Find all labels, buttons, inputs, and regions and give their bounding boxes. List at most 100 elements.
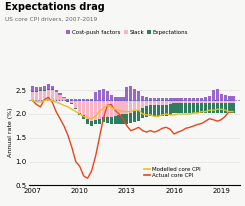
Bar	[94, 101, 97, 120]
Bar	[141, 101, 144, 108]
Bar	[161, 101, 164, 105]
Bar	[184, 98, 187, 101]
Bar	[74, 101, 77, 108]
Bar	[137, 101, 140, 110]
Bar	[149, 105, 152, 116]
Bar	[224, 103, 227, 112]
Bar	[102, 101, 105, 117]
Bar	[106, 91, 109, 101]
Bar	[141, 108, 144, 118]
Bar	[216, 89, 219, 101]
Bar	[102, 117, 105, 122]
Bar	[129, 101, 132, 112]
Bar	[145, 101, 148, 106]
Bar	[220, 94, 223, 101]
Bar	[145, 97, 148, 101]
Bar	[86, 99, 89, 101]
Bar	[184, 103, 187, 112]
Bar	[43, 91, 46, 101]
Bar	[133, 89, 136, 101]
Bar	[55, 92, 58, 101]
Bar	[196, 98, 199, 101]
Bar	[35, 92, 38, 101]
Bar	[66, 99, 70, 101]
Bar	[172, 103, 176, 112]
Bar	[66, 101, 70, 102]
Bar	[43, 90, 46, 91]
Bar	[113, 101, 117, 116]
Bar	[86, 119, 89, 124]
Bar	[192, 103, 195, 112]
Bar	[70, 101, 74, 103]
Bar	[188, 101, 191, 103]
Bar	[220, 101, 223, 103]
Bar	[39, 90, 42, 91]
Bar	[98, 101, 101, 119]
Bar	[165, 98, 168, 101]
Bar	[204, 101, 207, 103]
Bar	[31, 91, 34, 92]
Bar	[169, 98, 172, 101]
Bar	[106, 101, 109, 117]
Bar	[224, 95, 227, 101]
Bar	[196, 101, 199, 103]
Bar	[62, 98, 66, 101]
Bar	[82, 101, 85, 115]
Bar	[94, 120, 97, 124]
Bar	[176, 98, 180, 101]
Bar	[102, 89, 105, 101]
Bar	[192, 98, 195, 101]
Bar	[74, 99, 77, 101]
Bar	[59, 95, 62, 101]
Bar	[204, 103, 207, 112]
Legend: Cost-push factors, Slack, Expectations: Cost-push factors, Slack, Expectations	[66, 29, 188, 35]
Bar	[157, 105, 160, 116]
Bar	[43, 86, 46, 91]
Bar	[121, 97, 124, 101]
Bar	[232, 103, 235, 112]
Bar	[90, 99, 93, 101]
Bar	[129, 112, 132, 123]
Bar	[200, 103, 203, 112]
Legend: Modelled core CPI, Actual core CPI: Modelled core CPI, Actual core CPI	[142, 164, 203, 180]
Bar	[78, 101, 81, 112]
Bar	[47, 84, 50, 90]
Bar	[137, 91, 140, 101]
Bar	[208, 101, 211, 103]
Bar	[70, 103, 74, 104]
Bar	[110, 117, 113, 124]
Text: US core CPI drivers, 2007-2019: US core CPI drivers, 2007-2019	[5, 16, 97, 21]
Bar	[192, 101, 195, 103]
Bar	[169, 101, 172, 104]
Bar	[149, 98, 152, 101]
Bar	[153, 98, 156, 101]
Bar	[180, 98, 184, 101]
Bar	[133, 111, 136, 122]
Bar	[232, 101, 235, 103]
Bar	[165, 105, 168, 116]
Bar	[98, 90, 101, 101]
Bar	[153, 101, 156, 105]
Bar	[153, 105, 156, 116]
Bar	[200, 101, 203, 103]
Bar	[216, 101, 219, 103]
Bar	[59, 92, 62, 95]
Bar	[90, 101, 93, 121]
Bar	[117, 101, 121, 115]
Bar	[74, 108, 77, 109]
Bar	[113, 116, 117, 124]
Bar	[39, 87, 42, 91]
Bar	[172, 98, 176, 101]
Bar	[98, 119, 101, 124]
Bar	[232, 96, 235, 101]
Bar	[180, 103, 184, 112]
Bar	[216, 103, 219, 112]
Bar	[121, 114, 124, 124]
Bar	[62, 97, 66, 98]
Bar	[208, 96, 211, 101]
Bar	[86, 101, 89, 119]
Bar	[157, 98, 160, 101]
Bar	[228, 101, 231, 103]
Bar	[200, 98, 203, 101]
Bar	[204, 97, 207, 101]
